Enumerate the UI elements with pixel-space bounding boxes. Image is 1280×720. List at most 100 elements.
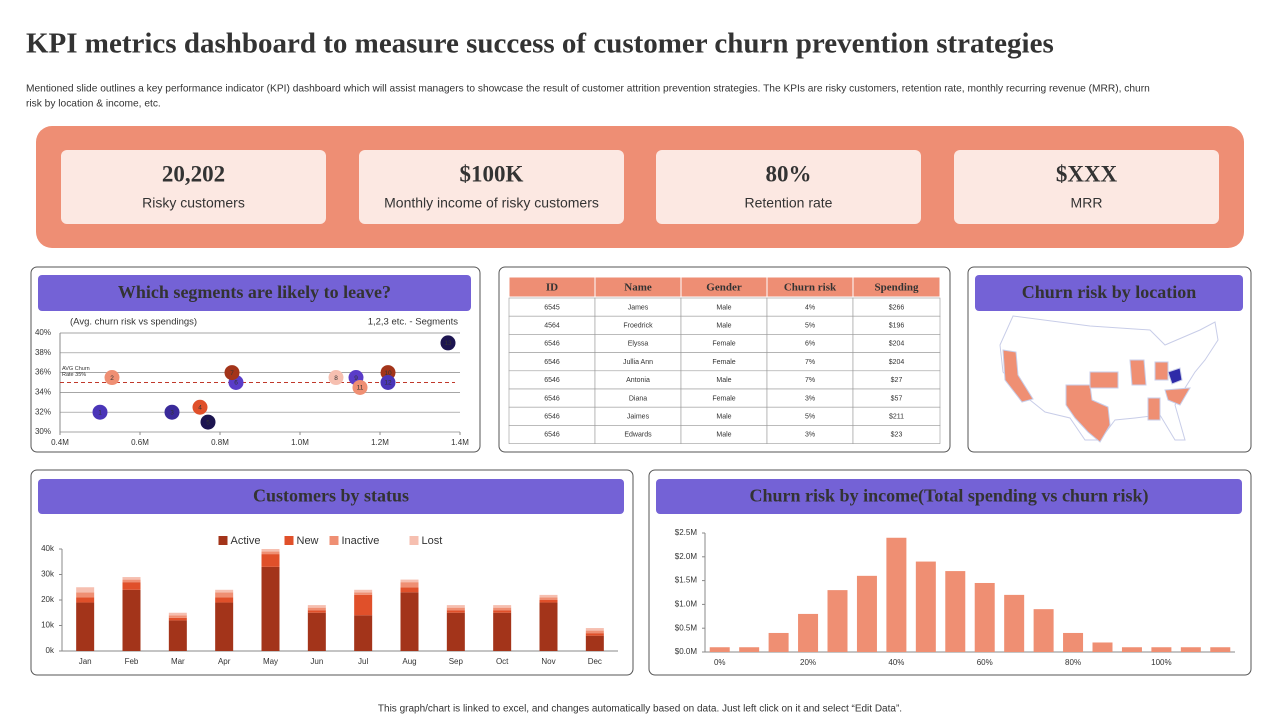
x-tick-label: 1.2M: [371, 438, 389, 447]
bar: [1180, 647, 1201, 652]
x-tick-label: 1.4M: [451, 438, 469, 447]
bar-segment: [493, 607, 512, 611]
table-text: 6546: [544, 414, 560, 421]
table-text: $27: [891, 377, 903, 384]
table-header: Spending: [874, 282, 919, 294]
bar-segment: [585, 628, 604, 631]
bar: [709, 647, 730, 652]
panel-header: [38, 479, 624, 514]
bar-segment: [168, 612, 187, 616]
kpi-label: MRR: [1071, 195, 1103, 211]
bar-segment: [76, 592, 95, 598]
y-tick-label: $1.5M: [675, 576, 698, 585]
bar: [1210, 647, 1231, 652]
y-tick-label: 30%: [35, 427, 51, 436]
x-tick-label: Mar: [171, 657, 185, 666]
bar-segment: [446, 610, 465, 613]
point: [164, 404, 180, 420]
bar-segment: [307, 605, 326, 608]
state: [1002, 349, 1034, 403]
y-tick-label: 30k: [41, 570, 55, 579]
bar-segment: [446, 607, 465, 611]
state: [1129, 359, 1147, 386]
legend-swatch: [284, 536, 294, 545]
bar-segment: [261, 549, 280, 552]
bar-segment: [539, 600, 558, 603]
us-map: [999, 315, 1219, 443]
point-label: 1: [98, 409, 102, 416]
reference-label: Rate 35%: [62, 372, 86, 378]
x-tick-label: Sep: [449, 657, 464, 666]
point-label: 5: [206, 419, 210, 426]
kpi-card: [359, 150, 624, 224]
panel-title: Churn risk by income(Total spending vs c…: [750, 486, 1149, 507]
bar: [1092, 642, 1113, 652]
table-text: Elyssa: [628, 341, 649, 348]
point-label: 2: [110, 375, 114, 382]
panel-header: [38, 275, 471, 311]
bar-segment: [400, 582, 419, 588]
x-tick-label: 0.6M: [131, 438, 149, 447]
table-text: $57: [891, 395, 903, 402]
x-tick-label: 20%: [800, 658, 816, 667]
panel: [30, 266, 481, 453]
bar-segment: [168, 617, 187, 621]
table-text: 4564: [544, 323, 560, 330]
bar-segment: [446, 612, 465, 651]
bar-segment: [122, 589, 141, 651]
y-tick-label: 32%: [35, 407, 51, 416]
kpi-card: [656, 150, 921, 224]
x-tick-label: 80%: [1065, 658, 1081, 667]
panel-title: Churn risk by location: [1022, 282, 1197, 302]
point-label: 3: [170, 409, 174, 416]
point: [328, 370, 344, 386]
x-tick-label: Jun: [310, 657, 323, 666]
bar-segment: [539, 594, 558, 598]
table-text: Female: [712, 359, 735, 366]
table-text: $211: [889, 414, 904, 421]
bar: [974, 582, 995, 652]
footer: This graph/chart is linked to excel, and…: [378, 704, 902, 715]
bar-segment: [215, 597, 234, 603]
x-tick-label: Dec: [588, 657, 602, 666]
point-label: 6: [234, 380, 238, 387]
bar-segment: [168, 615, 187, 618]
point: [92, 404, 108, 420]
point: [224, 365, 240, 381]
bar: [945, 571, 966, 652]
table-text: 7%: [805, 359, 815, 366]
table-text: Diana: [629, 395, 647, 402]
bar: [1033, 609, 1054, 652]
bar-segment: [307, 610, 326, 613]
bar-segment: [585, 633, 604, 636]
table-text: Edwards: [624, 432, 652, 439]
table-header: ID: [546, 282, 558, 294]
page-title: KPI metrics dashboard to measure success…: [26, 28, 1054, 60]
table-text: James: [628, 304, 649, 311]
y-tick-label: 40%: [35, 328, 51, 337]
x-tick-label: Oct: [496, 657, 509, 666]
bar-segment: [76, 587, 95, 593]
table-text: 5%: [805, 414, 815, 421]
point: [380, 375, 396, 390]
bar-segment: [539, 602, 558, 651]
point-label: 11: [357, 385, 364, 392]
x-tick-label: 100%: [1151, 658, 1171, 667]
y-tick-label: 38%: [35, 348, 51, 357]
x-tick-label: Jul: [358, 657, 368, 666]
table-header: Churn risk: [784, 282, 837, 294]
y-tick-label: $0.0M: [675, 647, 698, 656]
point-label: 4: [198, 404, 202, 411]
table-text: 6%: [805, 341, 815, 348]
chart-annotation: 1,2,3 etc. - Segments: [368, 317, 459, 328]
bar-segment: [354, 615, 373, 651]
kpi-band: [36, 126, 1244, 248]
bar-segment: [122, 579, 141, 583]
bar-segment: [354, 589, 373, 593]
point-label: 7: [230, 370, 234, 377]
bar-segment: [122, 582, 141, 590]
table-text: $266: [889, 304, 905, 311]
table-text: 6546: [544, 359, 560, 366]
y-tick-label: $2.0M: [675, 552, 698, 561]
